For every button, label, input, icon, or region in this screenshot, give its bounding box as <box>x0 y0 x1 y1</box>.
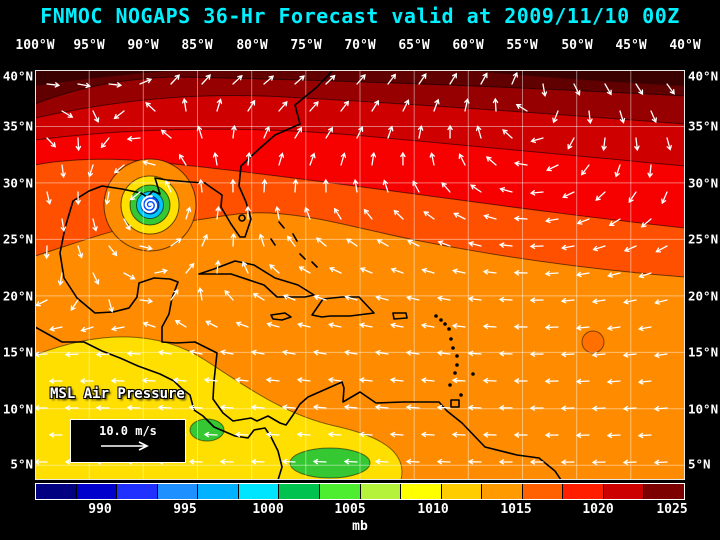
lat-tick-label: 10°N <box>688 401 719 417</box>
lon-tick-label: 80°W <box>236 38 268 53</box>
pressure-map <box>35 70 685 480</box>
colorbar-cell <box>319 484 361 499</box>
colorbar-cell <box>360 484 402 499</box>
lon-tick-label: 60°W <box>452 38 484 53</box>
lat-tick-label: 20°N <box>688 288 719 304</box>
colorbar <box>35 483 685 500</box>
lon-tick-label: 75°W <box>290 38 322 53</box>
grid-lines <box>35 70 685 480</box>
wind-vectors <box>35 71 675 466</box>
wind-legend-box: 10.0 m/s <box>70 419 186 463</box>
lat-tick-label: 15°N <box>2 344 33 360</box>
colorbar-cell <box>644 484 684 499</box>
lat-tick-label: 5°N <box>688 456 711 472</box>
lon-tick-label: 55°W <box>506 38 538 53</box>
colorbar-tick-label: 995 <box>173 502 197 517</box>
colorbar-cell <box>401 484 442 499</box>
map-frame <box>35 70 685 480</box>
lat-tick-label: 35°N <box>2 118 33 134</box>
lon-tick-label: 95°W <box>73 38 105 53</box>
colorbar-tick-label: 1025 <box>656 502 688 517</box>
lat-tick-label: 40°N <box>688 68 719 84</box>
lon-tick-label: 65°W <box>398 38 430 53</box>
lat-tick-label: 25°N <box>688 231 719 247</box>
lat-tick-label: 30°N <box>2 175 33 191</box>
lon-tick-label: 45°W <box>615 38 647 53</box>
colorbar-cell <box>238 484 280 499</box>
lon-tick-label: 100°W <box>15 38 55 53</box>
colorbar-tick-label: 990 <box>88 502 112 517</box>
lat-tick-label: 15°N <box>688 344 719 360</box>
colorbar-cell <box>279 484 320 499</box>
wind-legend-label: 10.0 m/s <box>99 424 157 438</box>
lat-tick-label: 40°N <box>2 68 33 84</box>
lon-tick-label: 50°W <box>561 38 593 53</box>
lat-tick-label: 25°N <box>2 231 33 247</box>
colorbar-unit-label: mb <box>352 519 368 534</box>
colorbar-tick-label: 1020 <box>582 502 614 517</box>
lon-tick-label: 70°W <box>344 38 376 53</box>
chart-title: FNMOC NOGAPS 36-Hr Forecast valid at 200… <box>40 4 680 28</box>
colorbar-tick-label: 1000 <box>252 502 284 517</box>
lat-tick-label: 30°N <box>688 175 719 191</box>
colorbar-cell <box>198 484 239 499</box>
colorbar-cell <box>36 484 77 499</box>
colorbar-cell <box>441 484 483 499</box>
colorbar-cell <box>76 484 118 499</box>
lat-tick-label: 10°N <box>2 401 33 417</box>
colorbar-tick-label: 1005 <box>334 502 366 517</box>
colorbar-cell <box>157 484 199 499</box>
reference-arrow-icon <box>101 441 149 451</box>
lon-tick-label: 90°W <box>127 38 159 53</box>
cyclone-spiral <box>141 195 158 213</box>
colorbar-cell <box>603 484 645 499</box>
lat-tick-label: 20°N <box>2 288 33 304</box>
lat-tick-label: 5°N <box>10 456 33 472</box>
lat-tick-label: 35°N <box>688 118 719 134</box>
colorbar-cell <box>482 484 523 499</box>
field-label: MSL Air Pressure <box>50 386 185 402</box>
lon-tick-label: 85°W <box>181 38 213 53</box>
pressure-bands <box>35 70 685 480</box>
colorbar-tick-label: 1015 <box>500 502 532 517</box>
lon-tick-label: 40°W <box>669 38 701 53</box>
colorbar-cell <box>522 484 564 499</box>
colorbar-tick-label: 1010 <box>417 502 449 517</box>
colorbar-cell <box>117 484 158 499</box>
colorbar-cell <box>563 484 604 499</box>
